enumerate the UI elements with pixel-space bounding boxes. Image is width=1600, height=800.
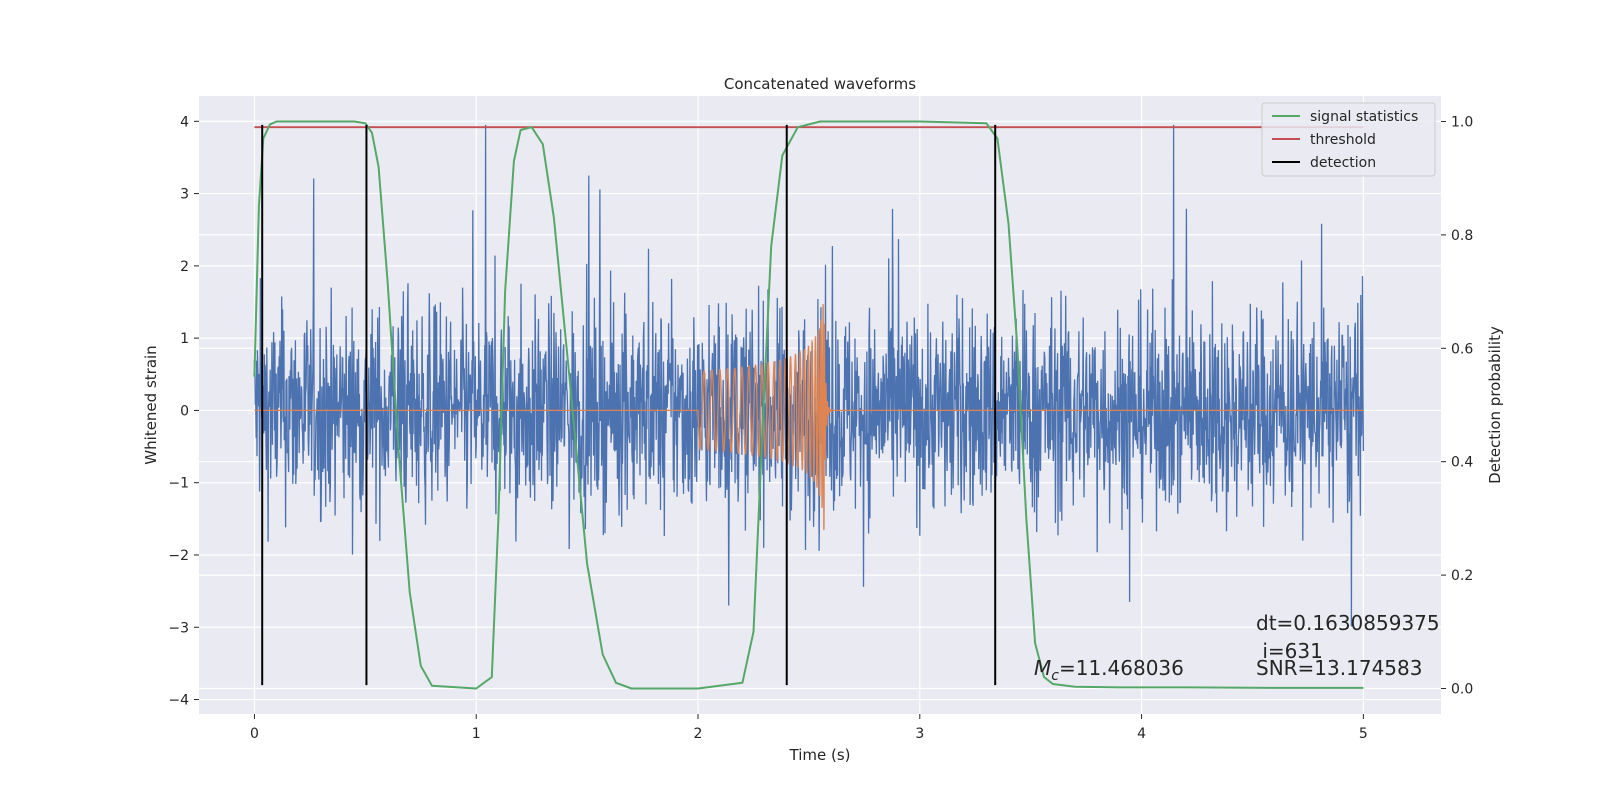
y-right-tick-label: 1.0 bbox=[1451, 115, 1473, 131]
ticks: 0 1 2 3 4 5 4 3 2 1 0 −1 −2 −3 −4 1.0 0.8 0.6 0.4 0.2 0.0 bbox=[168, 114, 1473, 742]
y-left-tick-label: −3 bbox=[168, 620, 189, 636]
template-trace bbox=[254, 304, 1364, 531]
y-right-tick-label: 0.8 bbox=[1451, 228, 1473, 244]
legend-label-threshold: threshold bbox=[1310, 132, 1376, 148]
signal-statistics-line bbox=[253, 120, 1364, 690]
x-tick-label: 3 bbox=[915, 726, 924, 742]
annotation-chirp-mass-subscript: c bbox=[1051, 668, 1059, 684]
y-axis-left-label: Whitened strain bbox=[142, 345, 160, 464]
data-layer bbox=[253, 120, 1365, 690]
x-axis-label: Time (s) bbox=[789, 746, 851, 764]
legend: signal statistics threshold detection bbox=[1261, 102, 1436, 177]
y-left-tick-label: 4 bbox=[180, 114, 189, 130]
y-axis-right-label: Detection probability bbox=[1486, 326, 1504, 484]
x-tick-label: 1 bbox=[472, 726, 481, 742]
y-right-tick-label: 0.0 bbox=[1451, 681, 1473, 697]
y-left-tick-label: −2 bbox=[168, 548, 189, 564]
y-right-tick-label: 0.4 bbox=[1451, 455, 1473, 471]
y-left-tick-label: −1 bbox=[168, 476, 189, 492]
legend-label-signal-statistics: signal statistics bbox=[1310, 109, 1418, 125]
legend-box bbox=[1261, 102, 1436, 177]
annotation-index: i=631 bbox=[1256, 639, 1323, 663]
x-tick-label: 2 bbox=[694, 726, 703, 742]
annotation-snr: SNR=13.174583 bbox=[1256, 656, 1422, 680]
chart-title: Concatenated waveforms bbox=[724, 75, 916, 93]
x-tick-label: 0 bbox=[250, 726, 259, 742]
y-left-tick-label: 3 bbox=[180, 187, 189, 203]
y-left-tick-label: −4 bbox=[168, 693, 189, 709]
annotation-chirp-mass: Mc=11.468036 bbox=[1034, 656, 1184, 684]
y-left-tick-label: 1 bbox=[180, 331, 189, 347]
x-tick-label: 4 bbox=[1137, 726, 1146, 742]
y-right-tick-label: 0.6 bbox=[1451, 341, 1473, 357]
annotation-dt: dt=0.1630859375 bbox=[1256, 611, 1440, 635]
legend-label-detection: detection bbox=[1310, 155, 1376, 171]
y-left-tick-label: 2 bbox=[180, 259, 189, 275]
annotation-chirp-mass-value: =11.468036 bbox=[1059, 656, 1184, 680]
x-tick-label: 5 bbox=[1359, 726, 1368, 742]
y-right-tick-label: 0.2 bbox=[1451, 568, 1473, 584]
y-left-tick-label: 0 bbox=[180, 403, 189, 419]
annotation-chirp-mass-symbol: M bbox=[1034, 656, 1051, 680]
